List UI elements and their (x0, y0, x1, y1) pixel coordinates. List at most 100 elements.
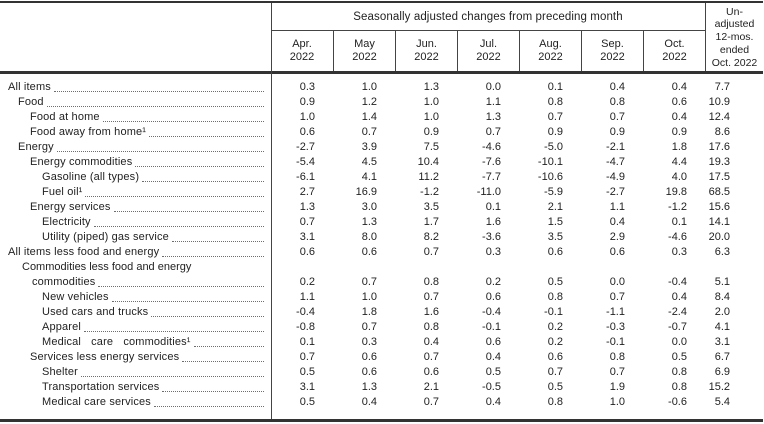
seasonal-title: Seasonally adjusted changes from precedi… (271, 3, 705, 31)
data-cell: 0.6 (361, 366, 377, 378)
data-cell: 8.4 (714, 291, 730, 303)
data-cell: -5.9 (544, 186, 563, 198)
data-cell: 0.7 (423, 291, 439, 303)
row-label: Shelter (42, 366, 78, 378)
data-cell: 0.7 (361, 126, 377, 138)
data-cell: 0.7 (547, 111, 563, 123)
data-cell: 15.2 (708, 381, 730, 393)
data-cell: 1.6 (485, 216, 501, 228)
data-cell: 0.7 (609, 291, 625, 303)
data-cell: 11.2 (418, 171, 439, 183)
table-row: Utility (piped) gas service 3.1 8.0 8.2 -3.… (0, 230, 763, 245)
data-cell: 0.7 (361, 321, 377, 333)
data-cell: 0.2 (547, 336, 563, 348)
data-cell: 3.1 (299, 381, 315, 393)
data-cell: 0.3 (485, 246, 501, 258)
row-label: New vehicles (42, 291, 109, 303)
row-label-cell: Commodities less food and energy commodi… (0, 260, 271, 290)
data-cell: -0.4 (296, 306, 315, 318)
row-label-cell: New vehicles (0, 290, 271, 305)
dot-leader (83, 331, 264, 332)
seasonal-header-group: Seasonally adjusted changes from precedi… (271, 3, 705, 71)
data-cell: 0.5 (547, 276, 563, 288)
row-label-cell: Electricity (0, 215, 271, 230)
data-cell: 1.8 (671, 141, 687, 153)
data-cell: 12.4 (708, 111, 730, 123)
dot-leader (111, 301, 264, 302)
stub-separator-line (271, 3, 272, 419)
data-cell: 8.0 (361, 231, 377, 243)
data-cell: -10.1 (537, 156, 563, 168)
data-cell: 1.3 (423, 81, 439, 93)
data-cell: 0.9 (299, 96, 315, 108)
data-cell: 0.4 (671, 291, 687, 303)
table-row: Services less energy services 0.7 0.6 0.7 0… (0, 350, 763, 365)
data-cell: -0.6 (668, 396, 687, 408)
data-cell: -0.4 (482, 306, 501, 318)
data-cell: 0.2 (547, 321, 563, 333)
data-cell: 0.8 (547, 96, 563, 108)
data-cell: 0.9 (671, 126, 687, 138)
table-row: Electricity 0.7 1.3 1.7 1.6 1.5 0.4 0.1 14.1 (0, 215, 763, 230)
data-cell: 4.1 (361, 171, 377, 183)
data-cell: 0.8 (609, 96, 625, 108)
data-cell: 0.4 (671, 111, 687, 123)
data-cell: 0.9 (423, 126, 439, 138)
data-cell: -0.1 (544, 306, 563, 318)
data-cell: 19.8 (665, 186, 687, 198)
data-cell: -5.0 (544, 141, 563, 153)
row-label-cell: Gasoline (all types) (0, 170, 271, 185)
table-row: Medical care services 0.5 0.4 0.7 0.4 0.8 1.0… (0, 395, 763, 410)
data-cell: 0.4 (609, 81, 625, 93)
data-cell: 0.3 (361, 336, 377, 348)
data-cell: 1.7 (423, 216, 439, 228)
data-cell: 0.6 (671, 96, 687, 108)
data-cell: 19.3 (708, 156, 730, 168)
data-cell: 3.1 (299, 231, 315, 243)
data-cell: 1.3 (361, 381, 377, 393)
data-cell: 0.5 (299, 396, 315, 408)
row-label-line: Food (0, 95, 271, 110)
data-cell: -11.0 (476, 186, 501, 198)
dot-leader (46, 106, 264, 107)
table-row: Shelter 0.5 0.6 0.6 0.5 0.7 0.7 0.8 6.9 (0, 365, 763, 380)
data-cell: -0.1 (606, 336, 625, 348)
data-cell: 3.9 (361, 141, 377, 153)
data-cell: -4.6 (668, 231, 687, 243)
data-cell: -0.8 (296, 321, 315, 333)
row-label-cell: Transportation services (0, 380, 271, 395)
data-cell: 0.5 (547, 381, 563, 393)
data-cell: 2.0 (714, 306, 730, 318)
data-cell: 17.5 (708, 171, 730, 183)
data-cell: 0.7 (423, 246, 439, 258)
table-body: All items 0.3 1.0 1.3 0.0 0.1 0.4 0.4 7.7 Food … (0, 74, 763, 419)
row-label-cell: Fuel oil¹ (0, 185, 271, 200)
data-cell: 5.4 (714, 396, 730, 408)
data-cell: -0.5 (482, 381, 501, 393)
data-cell: 0.1 (299, 336, 315, 348)
data-cell: -4.7 (606, 156, 625, 168)
data-cell: 5.1 (714, 276, 730, 288)
row-label-cell: Medical care commodities¹ (0, 335, 271, 350)
data-cell: 0.6 (423, 366, 439, 378)
data-cell: 0.4 (485, 351, 501, 363)
data-cell: 6.9 (714, 366, 730, 378)
data-cell: 0.4 (361, 396, 377, 408)
dot-leader (113, 211, 264, 212)
row-label-cell: Used cars and trucks (0, 305, 271, 320)
data-cell: 1.0 (609, 396, 625, 408)
data-cell: 1.0 (299, 111, 315, 123)
data-cell: 1.0 (423, 96, 439, 108)
row-label: Food at home (30, 111, 100, 123)
data-cell: 1.3 (485, 111, 501, 123)
row-label: Fuel oil¹ (42, 186, 83, 198)
data-cell: 7.7 (714, 81, 730, 93)
dot-leader (193, 346, 264, 347)
data-cell: 3.5 (423, 201, 439, 213)
data-cell: 1.4 (361, 111, 377, 123)
data-cell: 14.1 (708, 216, 730, 228)
row-label-line: Used cars and trucks (0, 305, 271, 320)
data-cell: 0.7 (423, 396, 439, 408)
data-cell: 0.1 (671, 216, 687, 228)
